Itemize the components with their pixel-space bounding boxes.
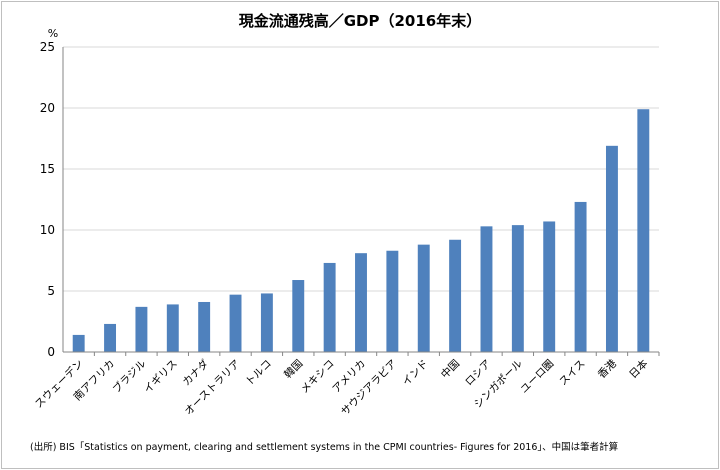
- bar: [72, 334, 85, 352]
- x-tick-label: 香港: [596, 357, 620, 381]
- axes: [62, 47, 660, 356]
- x-tick-label: オーストラリア: [183, 358, 243, 418]
- bar: [386, 250, 399, 352]
- bar: [166, 304, 179, 352]
- chart-title: 現金流通残高／GDP（2016年末）: [238, 12, 482, 30]
- y-axis-unit: %: [48, 27, 58, 40]
- bar: [355, 253, 367, 352]
- bar: [574, 201, 587, 352]
- bar: [104, 323, 117, 352]
- y-tick-label: 15: [40, 162, 55, 176]
- x-tick-label: イギリス: [142, 358, 180, 396]
- bar: [135, 306, 148, 352]
- bar: [605, 145, 618, 352]
- y-tick-label: 5: [47, 284, 55, 298]
- bars: [72, 109, 650, 352]
- bar: [417, 244, 430, 352]
- y-tick-label: 25: [40, 40, 55, 54]
- bar: [292, 280, 305, 352]
- x-tick-label: サウジアラビア: [339, 358, 399, 418]
- bar: [511, 225, 524, 352]
- x-tick-label: インド: [400, 358, 431, 389]
- x-tick-label: ユーロ圏: [518, 358, 556, 396]
- y-tick-label: 10: [40, 223, 55, 237]
- y-tick-label: 20: [40, 101, 55, 115]
- bar: [449, 239, 462, 352]
- x-tick-label: 中国: [438, 357, 462, 381]
- x-tick-label: 日本: [626, 357, 650, 381]
- bar: [260, 293, 273, 352]
- x-tick-label: ブラジル: [110, 357, 149, 396]
- x-tick-label: 韓国: [282, 358, 305, 381]
- x-tick-label: メキシコ: [299, 358, 337, 396]
- bar: [543, 221, 556, 352]
- x-tick-label: スウェーデン: [32, 357, 86, 411]
- bar: [480, 226, 493, 352]
- y-tick-labels: 0 5 10 15 20 25: [40, 40, 55, 359]
- bar: [323, 262, 336, 352]
- y-tick-label: 0: [47, 345, 55, 359]
- x-tick-label: トルコ: [243, 358, 274, 389]
- bar: [229, 294, 242, 352]
- x-tick-label: スイス: [557, 358, 588, 389]
- bar: [637, 109, 650, 352]
- bar: [198, 301, 211, 352]
- source-note: (出所) BIS「Statistics on payment, clearing…: [30, 442, 619, 453]
